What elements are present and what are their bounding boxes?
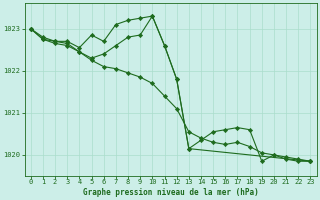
X-axis label: Graphe pression niveau de la mer (hPa): Graphe pression niveau de la mer (hPa) — [83, 188, 259, 197]
